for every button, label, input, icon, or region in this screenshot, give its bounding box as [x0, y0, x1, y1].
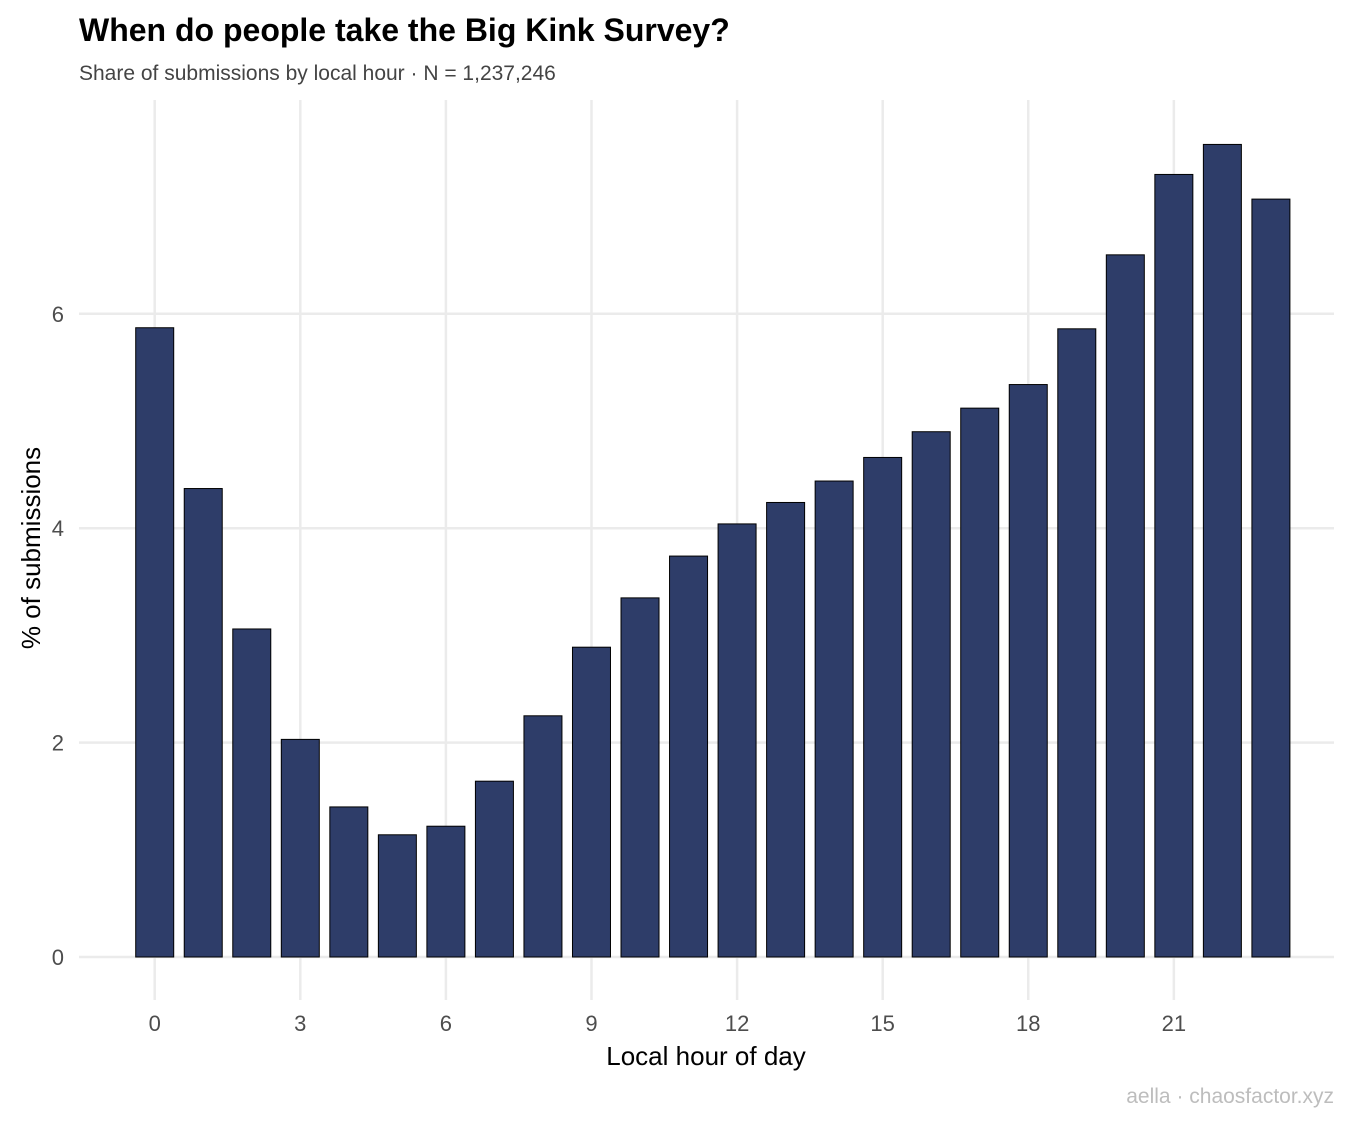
bar-hour-0 — [135, 327, 175, 958]
x-tick-label: 18 — [1016, 1011, 1040, 1036]
bar-hour-4 — [329, 806, 369, 958]
bar-hour-10 — [620, 597, 660, 958]
bar-hour-12 — [717, 523, 757, 958]
bar-hour-19 — [1057, 328, 1097, 958]
y-tick-label: 6 — [52, 302, 64, 327]
bar-hour-9 — [571, 646, 611, 958]
bar-hour-23 — [1251, 198, 1291, 958]
x-tick-label: 15 — [870, 1011, 894, 1036]
bar-hour-18 — [1008, 384, 1048, 958]
x-tick-label: 0 — [149, 1011, 161, 1036]
x-tick-label: 6 — [440, 1011, 452, 1036]
bar-hour-2 — [232, 628, 272, 958]
y-axis-title: % of submissions — [16, 447, 46, 649]
bar-hour-13 — [766, 501, 806, 958]
x-axis-ticks: 0 3 6 9 12 15 18 21 — [149, 1011, 1187, 1036]
bar-hour-11 — [669, 555, 709, 958]
bar-hour-14 — [814, 480, 854, 958]
bar-hour-5 — [377, 834, 417, 958]
x-tick-label: 3 — [294, 1011, 306, 1036]
bars — [135, 143, 1291, 958]
y-tick-label: 2 — [52, 731, 64, 756]
x-tick-label: 9 — [585, 1011, 597, 1036]
bar-hour-22 — [1202, 143, 1242, 958]
y-tick-label: 0 — [52, 945, 64, 970]
x-tick-label: 12 — [725, 1011, 749, 1036]
bar-hour-8 — [523, 715, 563, 958]
bar-hour-15 — [863, 456, 903, 958]
y-axis-ticks: 0 2 4 6 — [52, 302, 64, 970]
chart-subtitle: Share of submissions by local hour · N =… — [79, 62, 556, 85]
y-tick-label: 4 — [52, 516, 64, 541]
chart-title: When do people take the Big Kink Survey? — [79, 12, 730, 48]
bar-hour-1 — [183, 488, 223, 958]
bar-hour-17 — [960, 407, 1000, 958]
x-axis-title: Local hour of day — [606, 1041, 805, 1071]
x-tick-label: 21 — [1162, 1011, 1186, 1036]
chart-caption: aella · chaosfactor.xyz — [1126, 1085, 1334, 1108]
bar-hour-3 — [280, 738, 320, 958]
bar-hour-21 — [1154, 173, 1194, 958]
bar-hour-6 — [426, 825, 466, 958]
bar-hour-16 — [911, 431, 951, 958]
bar-hour-20 — [1105, 254, 1145, 958]
bar-hour-7 — [474, 780, 514, 958]
